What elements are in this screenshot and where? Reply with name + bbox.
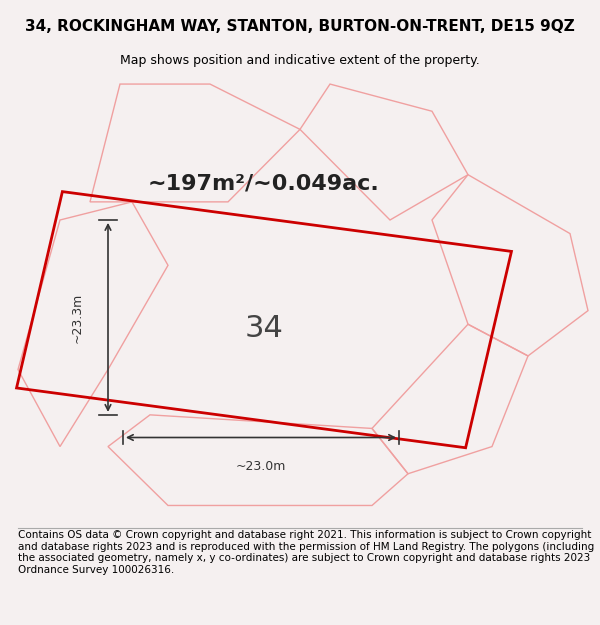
Text: Contains OS data © Crown copyright and database right 2021. This information is : Contains OS data © Crown copyright and d…	[18, 530, 594, 575]
Text: Map shows position and indicative extent of the property.: Map shows position and indicative extent…	[120, 54, 480, 67]
Text: ~197m²/~0.049ac.: ~197m²/~0.049ac.	[148, 174, 380, 194]
Text: ~23.3m: ~23.3m	[71, 292, 84, 342]
Text: 34, ROCKINGHAM WAY, STANTON, BURTON-ON-TRENT, DE15 9QZ: 34, ROCKINGHAM WAY, STANTON, BURTON-ON-T…	[25, 19, 575, 34]
Text: ~23.0m: ~23.0m	[236, 460, 286, 473]
Text: 34: 34	[245, 314, 283, 343]
